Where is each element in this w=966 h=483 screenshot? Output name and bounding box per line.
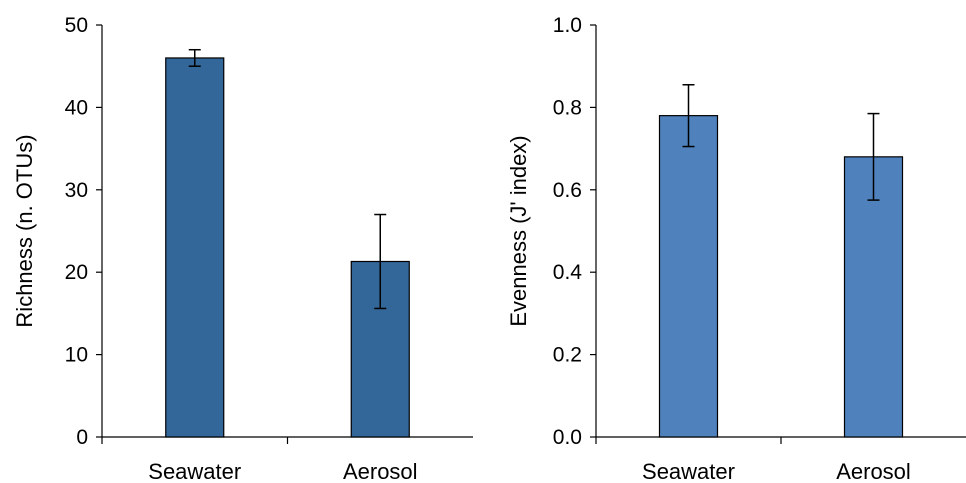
richness-y-tick-label: 40 (65, 96, 88, 119)
richness-error-bar-aerosol (374, 213, 387, 310)
evenness-y-tick-label: 0.8 (553, 96, 582, 119)
richness-y-tick-label: 10 (65, 344, 88, 367)
evenness-y-tick-label: 0.2 (553, 344, 582, 367)
evenness-category-label: Seawater (642, 459, 735, 483)
richness-chart-panel: 0 10 20 30 40 50 Seawater Aerosol Richness (n. O… (12, 14, 473, 483)
evenness-y-tick-label: 0.6 (553, 179, 582, 202)
richness-y-tick-label: 50 (65, 14, 88, 37)
evenness-category-label: Aerosol (836, 459, 911, 483)
richness-category-label: Seawater (148, 459, 241, 483)
evenness-y-tick-label: 0.4 (553, 261, 583, 284)
evenness-error-bar-seawater (682, 83, 695, 148)
richness-y-axis-title: Richness (n. OTUs) (12, 134, 37, 327)
richness-y-tick-label: 30 (65, 179, 88, 202)
evenness-chart-panel: 0.0 0.2 0.4 0.6 0.8 1.0 Seawater Aerosol Evennes… (506, 14, 966, 483)
richness-category-label: Aerosol (343, 459, 418, 483)
evenness-y-axis-title: Evenness (J' index) (506, 135, 531, 326)
richness-y-tick-label: 0 (76, 426, 88, 449)
evenness-y-tick-label: 1.0 (553, 14, 582, 37)
richness-error-bar-seawater (188, 48, 201, 67)
evenness-bar-seawater (658, 115, 719, 438)
richness-bar-seawater (165, 57, 225, 438)
evenness-bar-aerosol (843, 156, 904, 438)
evenness-error-bar-aerosol (867, 112, 880, 201)
richness-y-tick-label: 20 (65, 261, 88, 284)
evenness-y-tick-label: 0.0 (553, 426, 582, 449)
